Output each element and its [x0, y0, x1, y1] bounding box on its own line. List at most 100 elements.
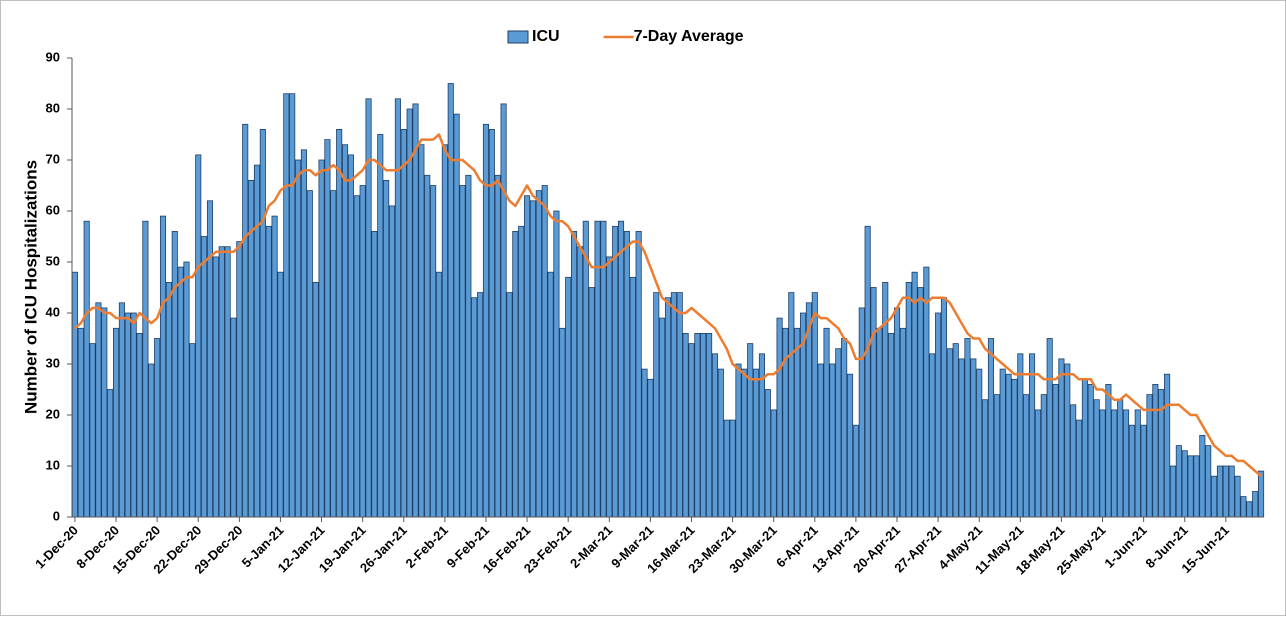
bar	[1058, 358, 1065, 518]
bar	[159, 215, 167, 518]
bar	[1064, 363, 1071, 518]
bar	[1164, 373, 1171, 518]
y-tick-label: 40	[46, 304, 60, 319]
bar	[330, 190, 337, 518]
bar	[148, 363, 155, 518]
bar	[1117, 399, 1124, 518]
bar	[1040, 394, 1047, 518]
bar	[958, 358, 965, 518]
bar	[353, 195, 360, 518]
bar	[277, 271, 284, 518]
bar	[1193, 455, 1200, 518]
bar	[829, 363, 836, 518]
bar	[418, 144, 425, 518]
bar	[447, 83, 454, 518]
bar	[518, 225, 525, 518]
bar	[905, 281, 912, 518]
bar	[617, 220, 625, 518]
bar	[876, 327, 883, 518]
bar	[970, 358, 977, 518]
bar	[435, 271, 443, 518]
bar	[535, 190, 542, 518]
average-line	[74, 133, 1262, 478]
bar	[1046, 338, 1053, 518]
bar	[388, 205, 396, 518]
bar	[441, 144, 448, 518]
bar	[383, 179, 390, 518]
bar	[776, 317, 783, 518]
bar	[817, 363, 824, 518]
bar	[811, 292, 818, 518]
bar	[371, 230, 378, 518]
bar	[553, 210, 560, 518]
bar	[594, 220, 601, 518]
bar	[1211, 475, 1218, 518]
y-tick-label: 20	[46, 406, 60, 421]
bar	[1228, 465, 1235, 518]
bar	[987, 338, 994, 518]
bar	[794, 327, 801, 518]
bar	[1034, 409, 1041, 518]
bar	[465, 174, 472, 518]
bar	[571, 230, 578, 518]
bar	[582, 220, 589, 518]
bar	[1029, 353, 1036, 518]
bar	[676, 292, 683, 518]
bar	[1122, 409, 1130, 518]
y-tick-label: 10	[46, 457, 60, 472]
bar	[999, 368, 1006, 518]
bar	[711, 353, 719, 518]
bar	[841, 338, 848, 518]
bar	[488, 128, 495, 518]
y-tick-label: 60	[46, 202, 60, 217]
legend-label: ICU	[532, 28, 560, 45]
bar	[1234, 475, 1241, 518]
bar	[717, 368, 724, 518]
bar	[964, 338, 971, 518]
bar	[700, 332, 707, 518]
bar	[1140, 424, 1147, 518]
bar	[788, 292, 795, 518]
bar	[1005, 373, 1012, 518]
bar	[735, 363, 742, 518]
bar	[201, 236, 208, 518]
bar	[1187, 455, 1194, 518]
bar	[95, 302, 102, 518]
bar	[1087, 383, 1094, 518]
bar	[259, 128, 266, 518]
bar	[653, 292, 660, 518]
bar	[923, 266, 930, 518]
bar	[1017, 353, 1024, 518]
bar	[165, 281, 172, 518]
bar	[124, 312, 131, 518]
bar	[629, 276, 636, 518]
bar	[1169, 465, 1177, 518]
bar	[130, 312, 137, 518]
bar	[823, 327, 830, 518]
bar	[430, 185, 437, 518]
y-tick-label: 50	[46, 253, 60, 268]
bar	[1111, 409, 1118, 518]
bar	[870, 287, 877, 518]
bar	[412, 103, 419, 518]
bar	[764, 389, 771, 518]
bar	[1023, 394, 1030, 518]
y-tick-label: 70	[46, 151, 60, 166]
bar	[623, 230, 630, 518]
bar	[142, 220, 149, 518]
bar	[206, 200, 214, 518]
bar	[852, 424, 859, 518]
legend-swatch	[507, 30, 529, 44]
bar	[312, 281, 319, 518]
bar	[1011, 378, 1018, 518]
bar	[729, 419, 736, 518]
bar	[659, 317, 666, 518]
bar	[835, 348, 842, 518]
bar	[882, 281, 889, 518]
bar	[359, 185, 366, 518]
bar	[1181, 450, 1188, 518]
bar	[253, 164, 261, 518]
bar	[888, 332, 895, 518]
bar	[271, 215, 278, 518]
bar	[940, 297, 948, 518]
